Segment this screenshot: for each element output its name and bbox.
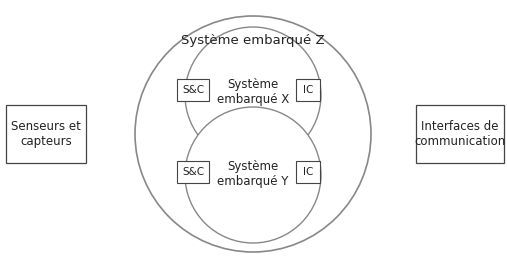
Text: Interfaces de
communication: Interfaces de communication: [414, 120, 505, 148]
FancyBboxPatch shape: [296, 79, 320, 101]
FancyBboxPatch shape: [177, 161, 209, 183]
Text: Senseurs et
capteurs: Senseurs et capteurs: [11, 120, 81, 148]
Text: IC: IC: [303, 167, 313, 177]
Text: S&C: S&C: [182, 167, 204, 177]
FancyBboxPatch shape: [296, 161, 320, 183]
Text: Système embarqué Z: Système embarqué Z: [181, 34, 325, 47]
Text: S&C: S&C: [182, 85, 204, 95]
Circle shape: [185, 27, 321, 163]
FancyBboxPatch shape: [177, 79, 209, 101]
Circle shape: [185, 107, 321, 243]
FancyBboxPatch shape: [416, 105, 504, 163]
Text: Système
embarqué X: Système embarqué X: [217, 78, 289, 106]
Text: IC: IC: [303, 85, 313, 95]
FancyBboxPatch shape: [6, 105, 86, 163]
Text: Système
embarqué Y: Système embarqué Y: [218, 160, 288, 188]
